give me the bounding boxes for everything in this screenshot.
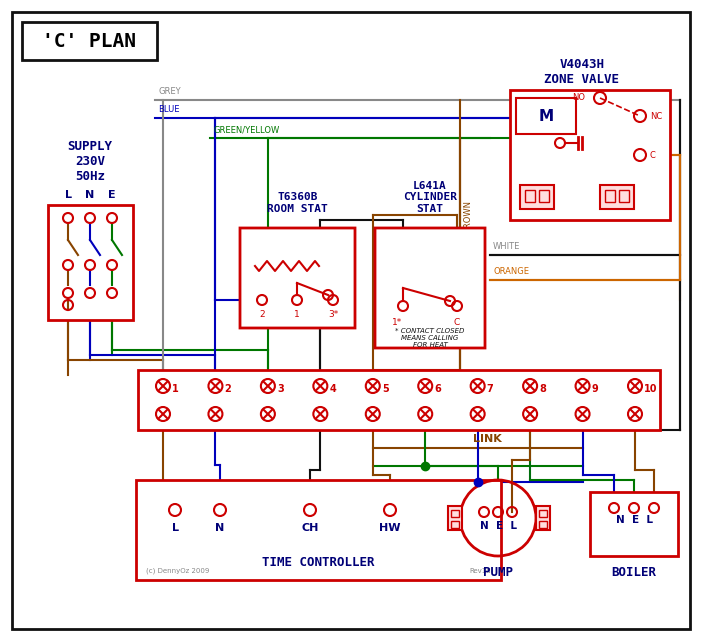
Text: BROWN: BROWN	[463, 200, 472, 233]
Text: TIME CONTROLLER: TIME CONTROLLER	[263, 556, 375, 569]
Text: N: N	[86, 190, 95, 200]
Text: C: C	[650, 151, 656, 160]
FancyBboxPatch shape	[240, 228, 355, 328]
Text: GREY: GREY	[158, 87, 180, 96]
Text: * CONTACT CLOSED
MEANS CALLING
FOR HEAT: * CONTACT CLOSED MEANS CALLING FOR HEAT	[395, 328, 465, 348]
Text: 3: 3	[277, 384, 284, 394]
Text: WHITE: WHITE	[493, 242, 520, 251]
Text: HW: HW	[379, 523, 401, 533]
Text: 2: 2	[225, 384, 231, 394]
FancyBboxPatch shape	[590, 492, 678, 556]
Text: PUMP: PUMP	[483, 565, 513, 578]
Text: NC: NC	[650, 112, 662, 121]
Text: L641A
CYLINDER
STAT: L641A CYLINDER STAT	[403, 181, 457, 214]
Text: 8: 8	[539, 384, 546, 394]
FancyBboxPatch shape	[375, 228, 485, 348]
Text: T6360B
ROOM STAT: T6360B ROOM STAT	[267, 192, 328, 214]
FancyBboxPatch shape	[619, 190, 629, 202]
FancyBboxPatch shape	[539, 510, 547, 517]
Text: 1: 1	[294, 310, 300, 319]
FancyBboxPatch shape	[12, 12, 690, 629]
FancyBboxPatch shape	[451, 510, 459, 517]
Text: 1*: 1*	[392, 318, 402, 327]
FancyBboxPatch shape	[510, 90, 670, 220]
FancyBboxPatch shape	[136, 480, 501, 580]
Text: CH: CH	[301, 523, 319, 533]
FancyBboxPatch shape	[600, 185, 634, 209]
FancyBboxPatch shape	[520, 185, 554, 209]
Text: 4: 4	[329, 384, 336, 394]
Text: N  E  L: N E L	[479, 521, 517, 531]
FancyBboxPatch shape	[451, 521, 459, 528]
FancyBboxPatch shape	[605, 190, 615, 202]
Text: 9: 9	[592, 384, 598, 394]
Text: M: M	[538, 108, 554, 124]
Text: 6: 6	[435, 384, 441, 394]
Text: L: L	[65, 190, 72, 200]
FancyBboxPatch shape	[536, 506, 550, 530]
FancyBboxPatch shape	[22, 22, 157, 60]
Text: NO: NO	[572, 92, 585, 101]
Text: V4043H
ZONE VALVE: V4043H ZONE VALVE	[545, 58, 619, 86]
Text: 3*: 3*	[328, 310, 338, 319]
Text: LINK: LINK	[473, 434, 502, 444]
FancyBboxPatch shape	[138, 370, 660, 430]
Text: N  E  L: N E L	[616, 515, 652, 525]
Text: C: C	[454, 318, 460, 327]
FancyBboxPatch shape	[539, 190, 549, 202]
Text: ORANGE: ORANGE	[493, 267, 529, 276]
Text: (c) DennyOz 2009: (c) DennyOz 2009	[146, 567, 209, 574]
Text: E: E	[108, 190, 116, 200]
FancyBboxPatch shape	[525, 190, 535, 202]
Text: 1: 1	[172, 384, 179, 394]
Text: 7: 7	[486, 384, 494, 394]
FancyBboxPatch shape	[516, 98, 576, 134]
FancyBboxPatch shape	[448, 506, 462, 530]
FancyBboxPatch shape	[539, 521, 547, 528]
Text: BLUE: BLUE	[158, 105, 180, 114]
FancyBboxPatch shape	[48, 205, 133, 320]
Text: Rev1d: Rev1d	[470, 568, 491, 574]
Text: 5: 5	[382, 384, 388, 394]
Text: 2: 2	[259, 310, 265, 319]
Text: BOILER: BOILER	[611, 565, 656, 578]
Text: N: N	[216, 523, 225, 533]
Text: 10: 10	[644, 384, 658, 394]
Text: GREEN/YELLOW: GREEN/YELLOW	[213, 125, 279, 134]
Text: L: L	[171, 523, 178, 533]
Text: SUPPLY
230V
50Hz: SUPPLY 230V 50Hz	[67, 140, 112, 183]
Text: 'C' PLAN: 'C' PLAN	[42, 31, 136, 51]
